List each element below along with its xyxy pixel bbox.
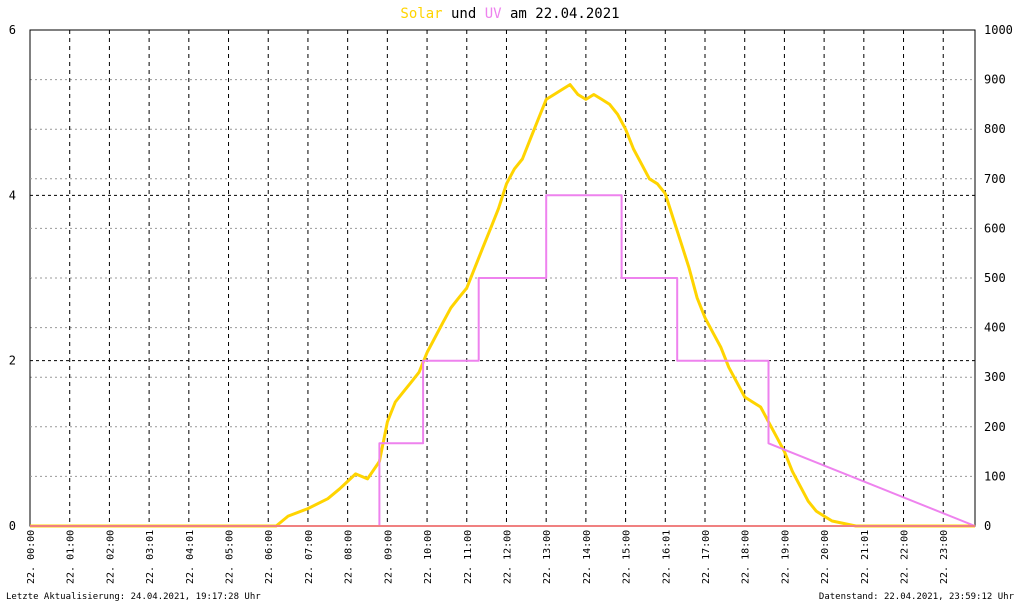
x-tick-label: 22. 16:01 [661, 530, 672, 584]
y-left-tick-label: 6 [9, 23, 16, 37]
x-tick-label: 22. 17:00 [701, 530, 712, 584]
chart-title: Solar und UV am 22.04.2021 [400, 6, 619, 22]
y-right-tick-label: 200 [984, 420, 1006, 434]
y-left-axis-labels: 0 2 4 6 [9, 23, 16, 533]
x-tick-label: 22. 04:01 [185, 530, 196, 584]
series-group [30, 83, 976, 528]
x-tick-label: 22. 19:00 [780, 530, 791, 584]
x-tick-label: 22. 20:00 [820, 530, 831, 584]
x-tick-label: 22. 10:00 [423, 530, 434, 584]
y-right-tick-label: 0 [984, 519, 991, 533]
y-right-tick-label: 900 [984, 73, 1006, 87]
y-right-tick-label: 800 [984, 122, 1006, 136]
x-tick-label: 22. 05:00 [225, 530, 236, 584]
x-tick-label: 22. 00:00 [26, 530, 37, 584]
footer-last-update: Letzte Aktualisierung: 24.04.2021, 19:17… [6, 592, 261, 602]
y-right-tick-label: 700 [984, 172, 1006, 186]
y-right-tick-label: 600 [984, 221, 1006, 235]
x-tick-label: 22. 09:00 [383, 530, 394, 584]
y-right-tick-label: 500 [984, 271, 1006, 285]
y-right-tick-label: 100 [984, 469, 1006, 483]
x-tick-label: 22. 06:00 [264, 530, 275, 584]
y-right-tick-label: 400 [984, 321, 1006, 335]
series-line-solar [30, 83, 975, 528]
series-line-uv [30, 194, 976, 527]
title-solar: Solar [400, 6, 442, 22]
x-tick-label: 22. 13:00 [542, 530, 553, 584]
x-axis-labels: 22. 00:00 22. 01:00 22. 02:00 22. 03:01 22. … [26, 530, 950, 584]
x-tick-label: 22. 22:00 [900, 530, 911, 584]
x-tick-label: 22. 23:00 [939, 530, 950, 584]
x-tick-label: 22. 03:01 [145, 530, 156, 584]
x-tick-label: 22. 08:00 [344, 530, 355, 584]
title-und: und [443, 6, 485, 22]
y-left-tick-label: 4 [9, 188, 16, 202]
x-tick-label: 22. 14:00 [582, 530, 593, 584]
grid-lines [29, 30, 975, 526]
x-tick-label: 22. 02:00 [105, 530, 116, 584]
x-tick-label: 22. 21:01 [860, 530, 871, 584]
footer-data-state: Datenstand: 22.04.2021, 23:59:12 Uhr [818, 592, 1014, 602]
title-uv: UV [485, 6, 502, 22]
y-right-tick-label: 300 [984, 370, 1006, 384]
y-right-tick-label: 1000 [984, 23, 1013, 37]
x-tick-label: 22. 12:00 [502, 530, 513, 584]
y-left-tick-label: 2 [9, 354, 16, 368]
y-right-axis-labels: 0 100 200 300 400 500 600 700 800 900 1000 [984, 23, 1013, 533]
x-tick-label: 22. 07:00 [304, 530, 315, 584]
x-tick-label: 22. 01:00 [66, 530, 77, 584]
title-date: am 22.04.2021 [502, 6, 620, 22]
x-tick-label: 22. 15:00 [622, 530, 633, 584]
y-left-tick-label: 0 [9, 519, 16, 533]
x-tick-label: 22. 11:00 [463, 530, 474, 584]
x-tick-label: 22. 18:00 [741, 530, 752, 584]
